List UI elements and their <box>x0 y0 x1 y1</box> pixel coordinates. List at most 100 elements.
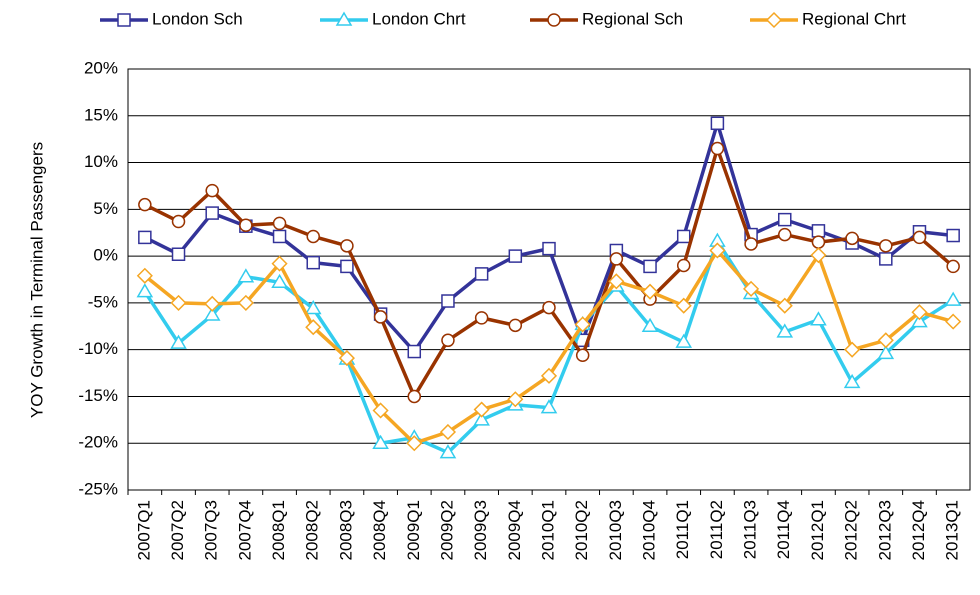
marker <box>911 313 928 328</box>
marker <box>340 239 354 253</box>
marker <box>778 212 792 227</box>
x-tick-label: 2012Q1 <box>808 500 827 561</box>
legend-label: Regional Chrt <box>802 9 906 28</box>
marker <box>474 267 489 281</box>
marker <box>641 317 659 333</box>
x-tick-label: 2009Q1 <box>404 500 423 561</box>
marker <box>574 316 591 333</box>
marker <box>676 258 691 273</box>
marker <box>136 283 154 298</box>
marker <box>776 323 794 338</box>
marker <box>237 268 255 283</box>
marker <box>340 259 354 274</box>
plot-border <box>127 68 971 491</box>
marker <box>205 183 219 198</box>
marker <box>911 304 928 321</box>
y-tick-label: 0% <box>93 246 118 265</box>
marker <box>170 334 187 349</box>
marker <box>843 373 861 389</box>
marker <box>439 423 457 441</box>
y-tick-label: 5% <box>93 199 118 218</box>
x-tick-label: 2011Q2 <box>707 500 726 559</box>
y-tick-label: 15% <box>84 105 118 124</box>
marker <box>845 231 859 246</box>
marker <box>407 344 422 359</box>
marker <box>547 13 561 27</box>
marker <box>272 229 287 244</box>
x-tick-label: 2007Q4 <box>235 500 254 561</box>
marker <box>117 13 131 27</box>
marker <box>608 273 625 290</box>
marker <box>335 11 353 26</box>
marker <box>912 230 927 245</box>
marker <box>372 402 389 419</box>
y-tick-label: -20% <box>78 433 118 452</box>
marker <box>877 332 894 349</box>
marker <box>170 294 187 311</box>
y-axis-label: YOY Growth in Terminal Passengers <box>27 142 46 418</box>
marker <box>203 306 221 321</box>
marker <box>272 216 287 231</box>
marker <box>810 247 827 264</box>
marker <box>744 237 758 251</box>
marker <box>441 333 455 348</box>
x-tick-label: 2011Q1 <box>673 500 692 559</box>
marker <box>439 444 457 459</box>
marker <box>810 311 827 326</box>
marker <box>844 341 861 358</box>
marker <box>171 214 186 229</box>
marker <box>239 218 253 232</box>
marker <box>811 235 826 249</box>
marker <box>542 241 556 256</box>
marker <box>879 252 893 266</box>
marker <box>306 255 320 270</box>
x-tick-label: 2012Q4 <box>909 500 928 561</box>
series-line <box>143 239 955 455</box>
marker <box>474 311 489 325</box>
marker <box>406 435 423 452</box>
marker <box>675 333 693 348</box>
marker <box>237 294 254 311</box>
marker <box>945 313 962 330</box>
marker <box>944 291 962 306</box>
marker <box>271 273 288 289</box>
marker <box>305 319 322 336</box>
series-line <box>144 121 954 354</box>
marker <box>373 310 388 324</box>
marker <box>508 318 523 333</box>
x-tick-label: 2008Q4 <box>370 500 389 561</box>
marker <box>877 344 895 360</box>
marker <box>205 206 219 220</box>
legend-label: Regional Sch <box>582 9 683 28</box>
marker <box>304 300 322 315</box>
y-tick-label: 20% <box>84 58 118 77</box>
marker <box>136 267 153 284</box>
marker <box>710 141 725 156</box>
marker <box>778 227 792 242</box>
x-tick-label: 2008Q3 <box>336 500 355 561</box>
marker <box>946 259 960 274</box>
x-tick-label: 2007Q2 <box>168 500 187 561</box>
marker <box>473 411 490 426</box>
marker <box>676 229 691 244</box>
marker <box>609 252 624 266</box>
marker <box>946 228 960 243</box>
x-tick-label: 2010Q4 <box>640 500 659 561</box>
marker <box>709 242 726 259</box>
legend-label: London Chrt <box>372 9 466 28</box>
marker <box>643 259 657 274</box>
y-tick-label: -15% <box>78 386 118 405</box>
marker <box>271 255 288 272</box>
y-tick-label: 10% <box>84 152 118 171</box>
marker <box>508 249 523 263</box>
x-tick-label: 2011Q3 <box>741 500 760 559</box>
series-line <box>144 146 955 399</box>
marker <box>441 294 455 308</box>
x-tick-label: 2009Q3 <box>471 500 490 561</box>
marker <box>306 229 320 244</box>
x-tick-label: 2011Q4 <box>774 500 793 559</box>
x-tick-label: 2008Q1 <box>269 500 288 561</box>
marker <box>473 401 490 418</box>
marker <box>407 389 422 404</box>
